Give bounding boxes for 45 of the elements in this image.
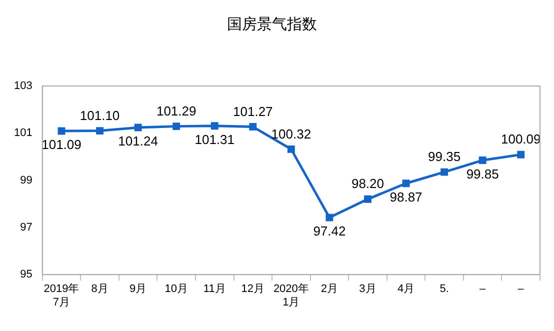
y-tick-label: 101 (14, 127, 32, 140)
data-label: 101.10 (80, 108, 120, 123)
point (287, 145, 295, 153)
point (249, 123, 257, 131)
x-tick-label: 4月 (397, 283, 415, 296)
point (517, 150, 525, 158)
y-tick-label: 99 (20, 174, 32, 186)
y-tick-label: 95 (20, 268, 32, 281)
point (440, 168, 448, 176)
point (364, 195, 372, 203)
data-label: 100.32 (271, 126, 312, 142)
y-tick-label: 103 (14, 80, 32, 92)
data-label: 101.24 (118, 134, 158, 149)
x-tick-label: 2019年 7月 (44, 283, 80, 308)
data-label: 101.27 (233, 104, 273, 119)
x-tick-label: 5. (440, 283, 449, 296)
point (96, 127, 104, 135)
data-label: 99.35 (428, 149, 461, 164)
point (210, 122, 218, 130)
x-tick-label: 2020年 1月 (273, 283, 309, 308)
point (478, 156, 486, 164)
point (402, 180, 410, 188)
x-tick-label: 2月 (320, 283, 338, 296)
point (172, 122, 180, 130)
x-tick-label: 10月 (164, 283, 188, 296)
point (326, 214, 334, 222)
data-label: 98.20 (351, 176, 384, 192)
data-label: 100.09 (500, 132, 541, 147)
x-tick-label: 3月 (359, 283, 376, 296)
data-label: 97.42 (313, 224, 346, 239)
data-label: 101.29 (156, 103, 196, 118)
y-tick-label: 97 (20, 221, 32, 234)
x-tick-label: 8月 (91, 283, 108, 296)
point (58, 127, 66, 135)
data-label: 98.87 (390, 189, 422, 204)
x-tick-label: 11月 (203, 283, 226, 296)
chart-title: 国房景气指数 (227, 16, 317, 34)
data-label: 101.31 (194, 132, 234, 147)
x-tick-label: 9月 (129, 283, 147, 296)
data-label: 99.85 (466, 166, 499, 182)
x-tick-label: – (480, 283, 487, 296)
data-label: 101.09 (42, 137, 82, 152)
x-tick-label: – (518, 283, 525, 296)
point (134, 124, 142, 132)
x-tick-label: 12月 (241, 283, 265, 296)
